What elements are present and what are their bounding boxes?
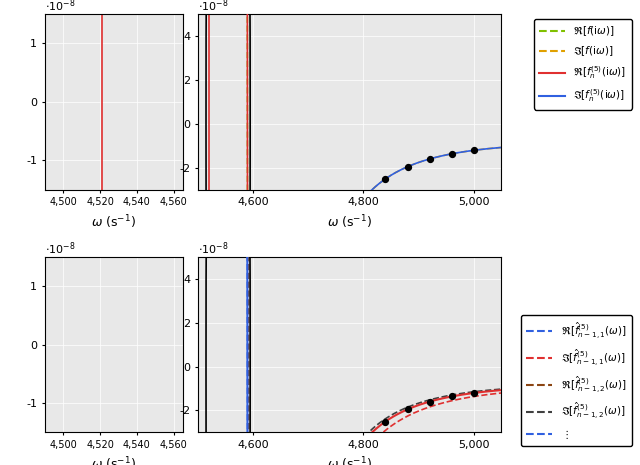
Point xyxy=(358,195,369,203)
Point xyxy=(358,438,369,445)
Point xyxy=(447,150,457,158)
Legend: $\mathfrak{R}[f(\mathrm{i}\omega)]$, $\mathfrak{I}[f(\mathrm{i}\omega)]$, $\math: $\mathfrak{R}[f(\mathrm{i}\omega)]$, $\m… xyxy=(534,19,632,110)
Text: $\cdot 10^{-8}$: $\cdot 10^{-8}$ xyxy=(45,0,76,14)
X-axis label: $\omega$ (s$^{-1}$): $\omega$ (s$^{-1}$) xyxy=(92,456,136,465)
Point xyxy=(468,389,479,397)
Point xyxy=(424,155,435,163)
Text: $\cdot 10^{-8}$: $\cdot 10^{-8}$ xyxy=(45,240,76,257)
Point xyxy=(424,398,435,405)
X-axis label: $\omega$ (s$^{-1}$): $\omega$ (s$^{-1}$) xyxy=(327,213,372,231)
Text: $\cdot 10^{-8}$: $\cdot 10^{-8}$ xyxy=(198,240,228,257)
Point xyxy=(336,232,346,239)
Point xyxy=(380,418,390,425)
Point xyxy=(403,163,413,171)
Point xyxy=(314,306,324,313)
Legend: $\mathfrak{R}[\hat{f}_{n-1,1}^{(5)}(\omega)]$, $\mathfrak{I}[\hat{f}_{n-1,1}^{(5: $\mathfrak{R}[\hat{f}_{n-1,1}^{(5)}(\ome… xyxy=(521,315,632,446)
Point xyxy=(193,463,203,465)
Text: $\cdot 10^{-8}$: $\cdot 10^{-8}$ xyxy=(198,0,228,14)
Point xyxy=(468,146,479,154)
Point xyxy=(380,175,390,183)
X-axis label: $\omega$ (s$^{-1}$): $\omega$ (s$^{-1}$) xyxy=(327,456,372,465)
Point xyxy=(447,393,457,400)
X-axis label: $\omega$ (s$^{-1}$): $\omega$ (s$^{-1}$) xyxy=(92,213,136,231)
Point xyxy=(403,405,413,413)
